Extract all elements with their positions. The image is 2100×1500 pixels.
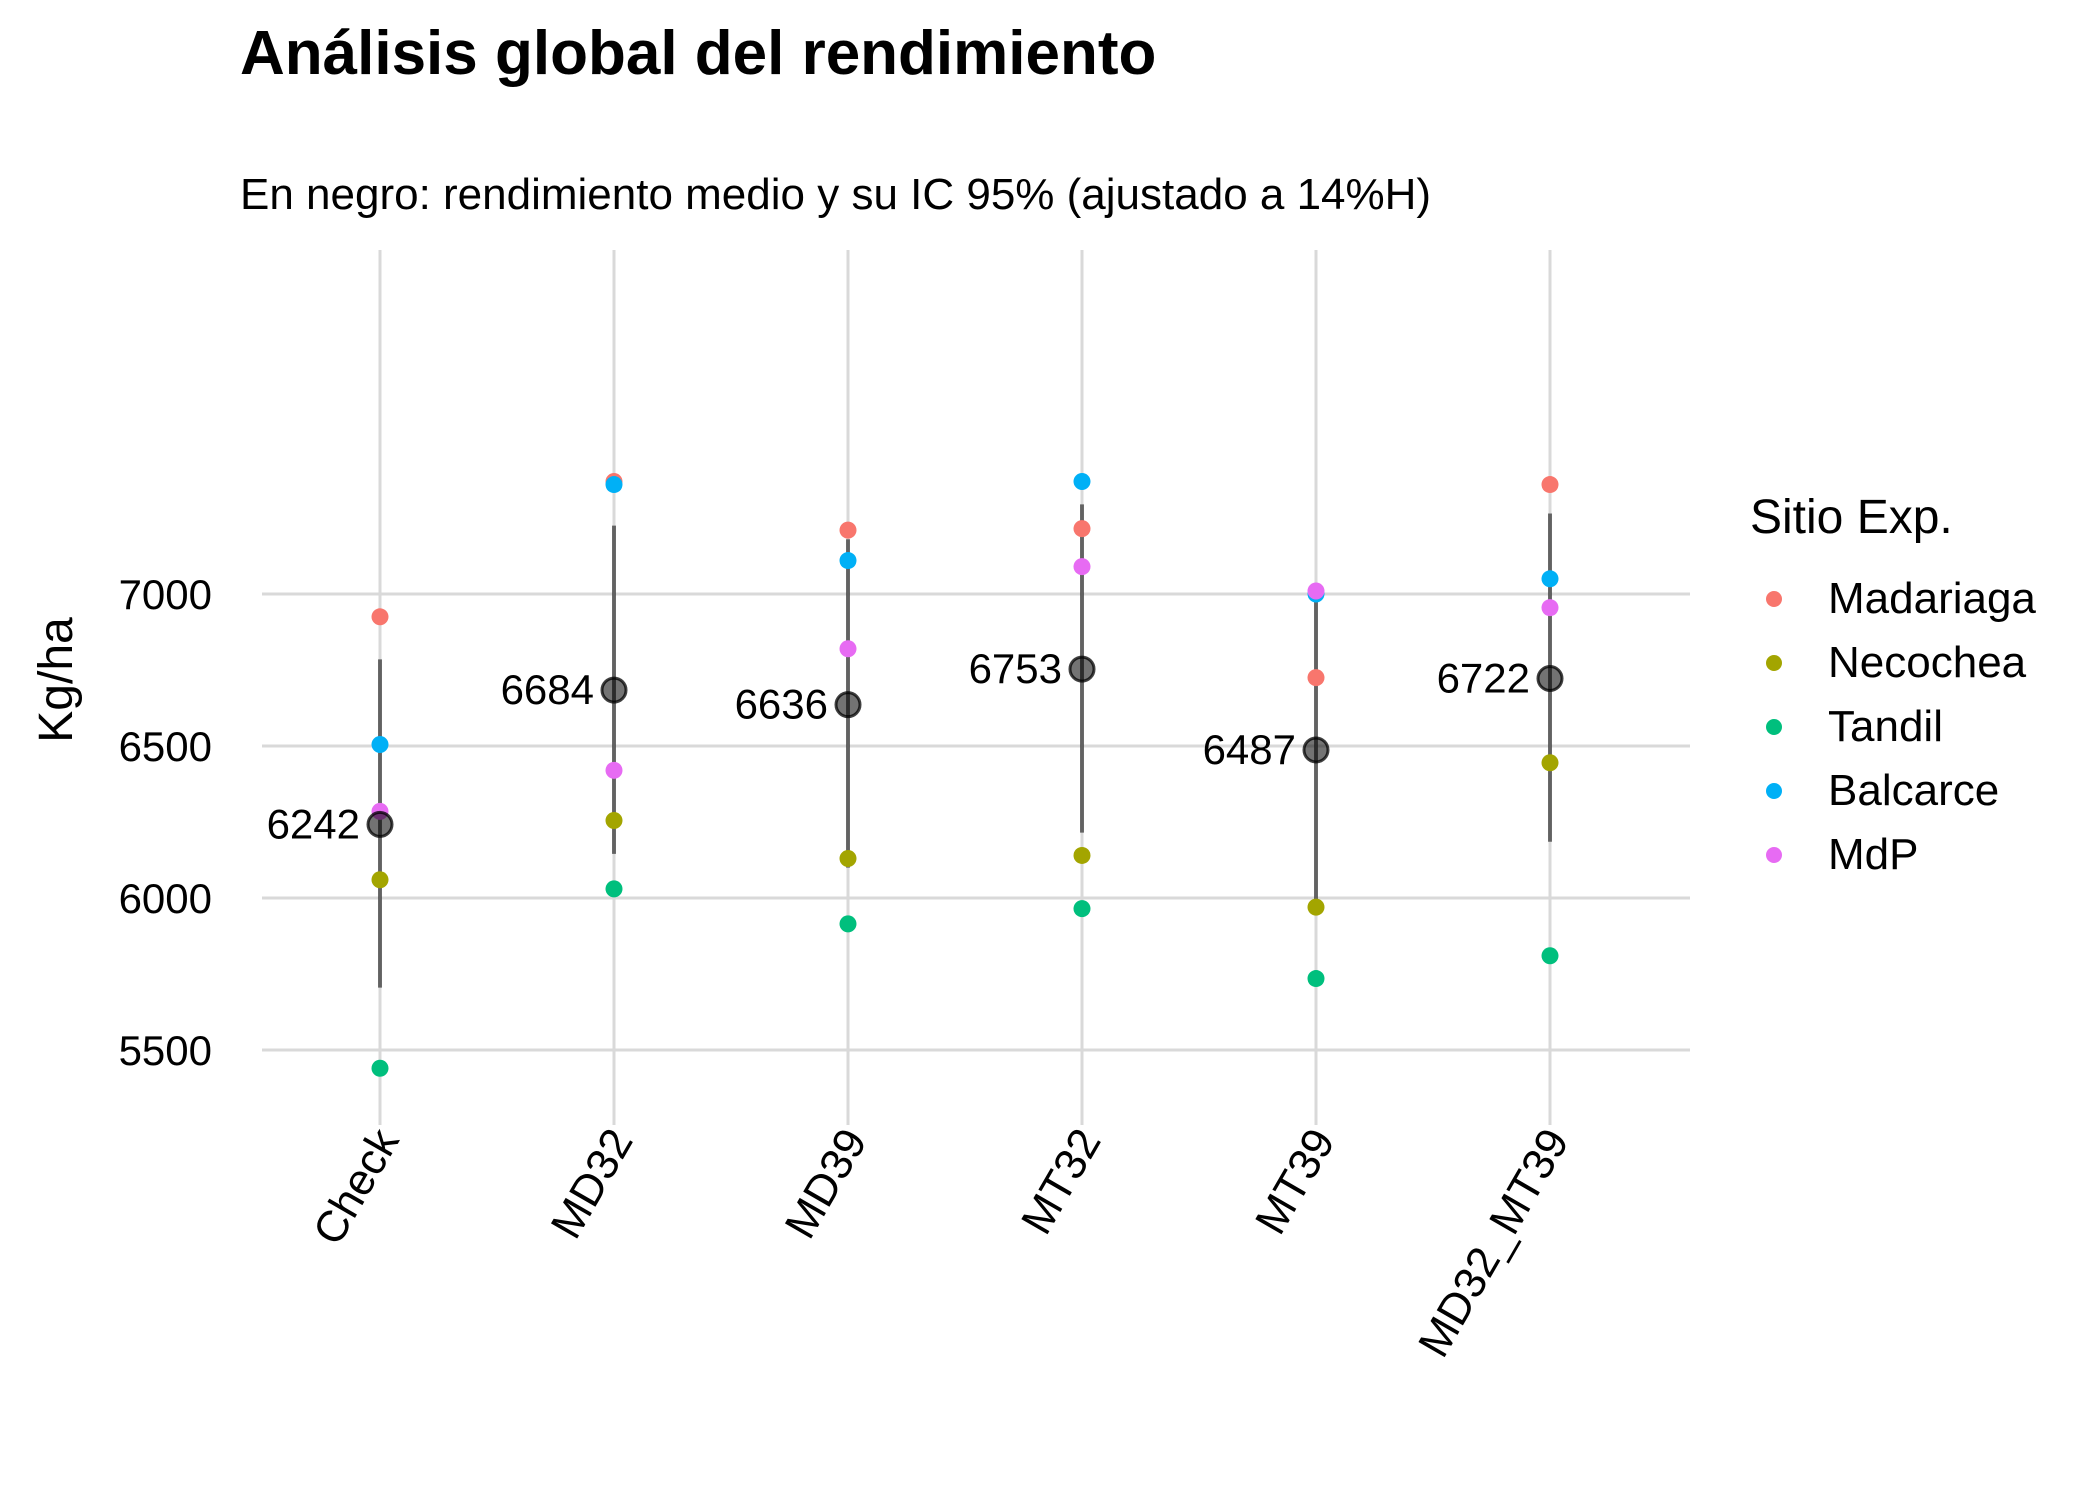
point-necochea [1307,898,1325,916]
point-balcarce [605,476,623,494]
legend-label: Tandil [1828,702,1943,751]
legend-key [1766,719,1782,735]
point-madariaga [1073,520,1091,538]
y-tick-label: 6000 [119,875,212,922]
legend-key [1766,847,1782,863]
point-tandil [605,880,623,898]
point-mdp [605,761,623,779]
chart-subtitle: En negro: rendimiento medio y su IC 95% … [240,170,1432,219]
point-balcarce [839,552,857,570]
point-madariaga [1541,476,1559,494]
x-tick-label: MD32 [542,1121,643,1247]
mean-label: 6242 [267,800,360,847]
legend-label: Necochea [1828,638,2027,687]
legend-key [1766,783,1782,799]
point-necochea [1073,846,1091,864]
mean-label: 6753 [969,645,1062,692]
legend-item-mdp: MdP [1750,823,2036,887]
point-tandil [1073,900,1091,918]
point-mdp [1073,558,1091,576]
mean-marker [366,810,394,838]
legend-key [1766,655,1782,671]
mean-label: 6636 [735,681,828,728]
mean-label: 6684 [501,666,594,713]
mean-marker [834,691,862,719]
point-madariaga [839,521,857,539]
legend-item-madariaga: Madariaga [1750,567,2036,631]
mean-marker [1302,736,1330,764]
point-tandil [839,915,857,933]
legend-label: Madariaga [1828,574,2036,623]
site-points [371,473,1559,1077]
mean-label: 6722 [1437,655,1530,702]
y-tick-label: 6500 [119,723,212,770]
x-tick-label: Check [304,1120,409,1253]
point-tandil [1307,970,1325,988]
point-mdp [1307,582,1325,600]
point-mdp [1541,599,1559,617]
point-necochea [371,871,389,889]
y-axis-label: Kg/ha [30,617,83,743]
point-necochea [605,811,623,829]
point-madariaga [371,608,389,626]
legend-item-tandil: Tandil [1750,695,2036,759]
point-necochea [839,849,857,867]
legend-item-balcarce: Balcarce [1750,759,2036,823]
point-tandil [1541,947,1559,965]
mean-marker [600,676,628,704]
legend-item-necochea: Necochea [1750,631,2036,695]
y-tick-label: 5500 [119,1027,212,1074]
legend-label: MdP [1828,830,1919,879]
point-balcarce [1073,473,1091,491]
y-tick-label: 7000 [119,571,212,618]
mean-label: 6487 [1203,726,1296,773]
chart-title: Análisis global del rendimiento [240,19,1157,88]
point-necochea [1541,754,1559,772]
point-balcarce [1541,570,1559,588]
legend: Sitio Exp. Madariaga Necochea Tandil Balcar… [1750,490,2036,887]
legend-key [1766,591,1782,607]
point-tandil [371,1059,389,1077]
point-balcarce [371,735,389,753]
mean-marker [1536,665,1564,693]
mean-markers: 6242 6684 6636 6753 6487 6722 [267,645,1564,847]
point-mdp [839,640,857,658]
x-tick-label: MD39 [776,1121,877,1247]
x-tick-label: MT32 [1012,1121,1111,1243]
legend-title: Sitio Exp. [1750,491,1953,544]
x-tick-label: MD32_MT39 [1409,1121,1579,1366]
mean-marker [1068,655,1096,683]
point-madariaga [1307,669,1325,687]
legend-label: Balcarce [1828,766,2000,815]
x-tick-label: MT39 [1246,1121,1345,1243]
legend-items: Madariaga Necochea Tandil Balcarce MdP [1750,567,2036,887]
